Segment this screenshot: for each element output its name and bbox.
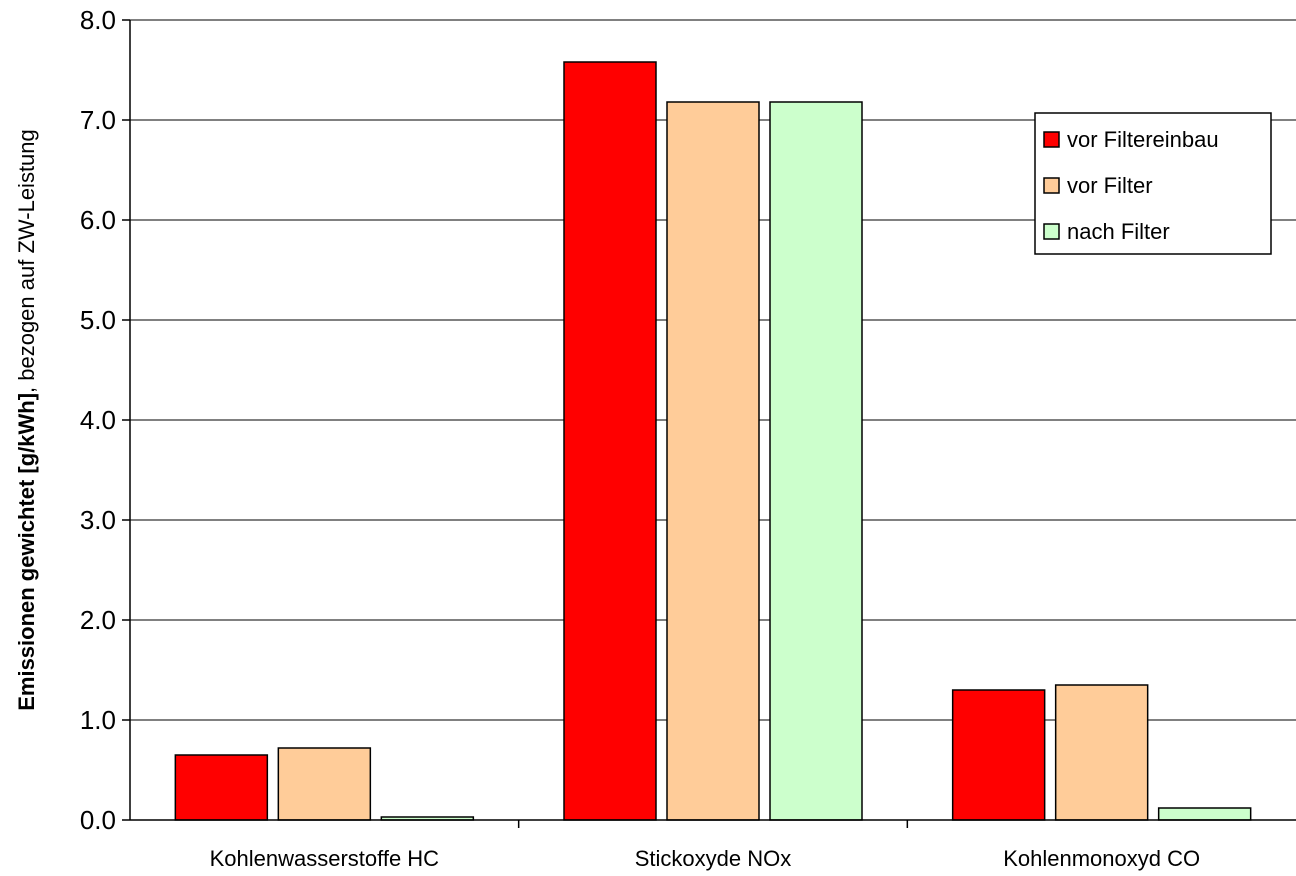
y-axis-label: Emissionen gewichtet [g/kWh], bezogen au… [14,129,39,711]
y-axis-label-bold: Emissionen gewichtet [g/kWh] [14,393,39,711]
bar [769,101,863,821]
y-tick-label: 8.0 [80,5,116,35]
legend-label: nach Filter [1067,219,1170,244]
bar [563,61,657,821]
legend: vor Filtereinbau vor Filter nach Filter [1034,112,1272,255]
y-tick-label: 4.0 [80,405,116,435]
legend-label: vor Filtereinbau [1067,127,1219,152]
y-tick-label: 0.0 [80,805,116,835]
x-category-labels: Kohlenwasserstoffe HC Stickoxyde NOx Kohle… [210,820,1200,871]
bar [174,754,269,821]
y-tick-label: 1.0 [80,705,116,735]
bar [277,747,372,821]
legend-swatch [1043,177,1060,194]
bar [1054,684,1149,821]
y-tick-label: 5.0 [80,305,116,335]
bars [174,61,1252,821]
y-tick-label: 3.0 [80,505,116,535]
legend-swatch [1043,223,1060,240]
y-tick-label: 2.0 [80,605,116,635]
x-category-label: Kohlenmonoxyd CO [1003,846,1200,871]
x-category-label: Kohlenwasserstoffe HC [210,846,440,871]
x-category-label: Stickoxyde NOx [635,846,792,871]
y-axis-label-rest: , bezogen auf ZW-Leistung [14,129,39,393]
y-tick-label: 6.0 [80,205,116,235]
legend-swatch [1043,131,1060,148]
legend-box [1034,112,1272,255]
bar [1157,807,1252,821]
y-tick-labels: 0.0 1.0 2.0 3.0 4.0 5.0 6.0 7.0 8.0 [80,5,130,835]
legend-label: vor Filter [1067,173,1153,198]
y-tick-label: 7.0 [80,105,116,135]
bar [951,689,1046,821]
bar [666,101,760,821]
